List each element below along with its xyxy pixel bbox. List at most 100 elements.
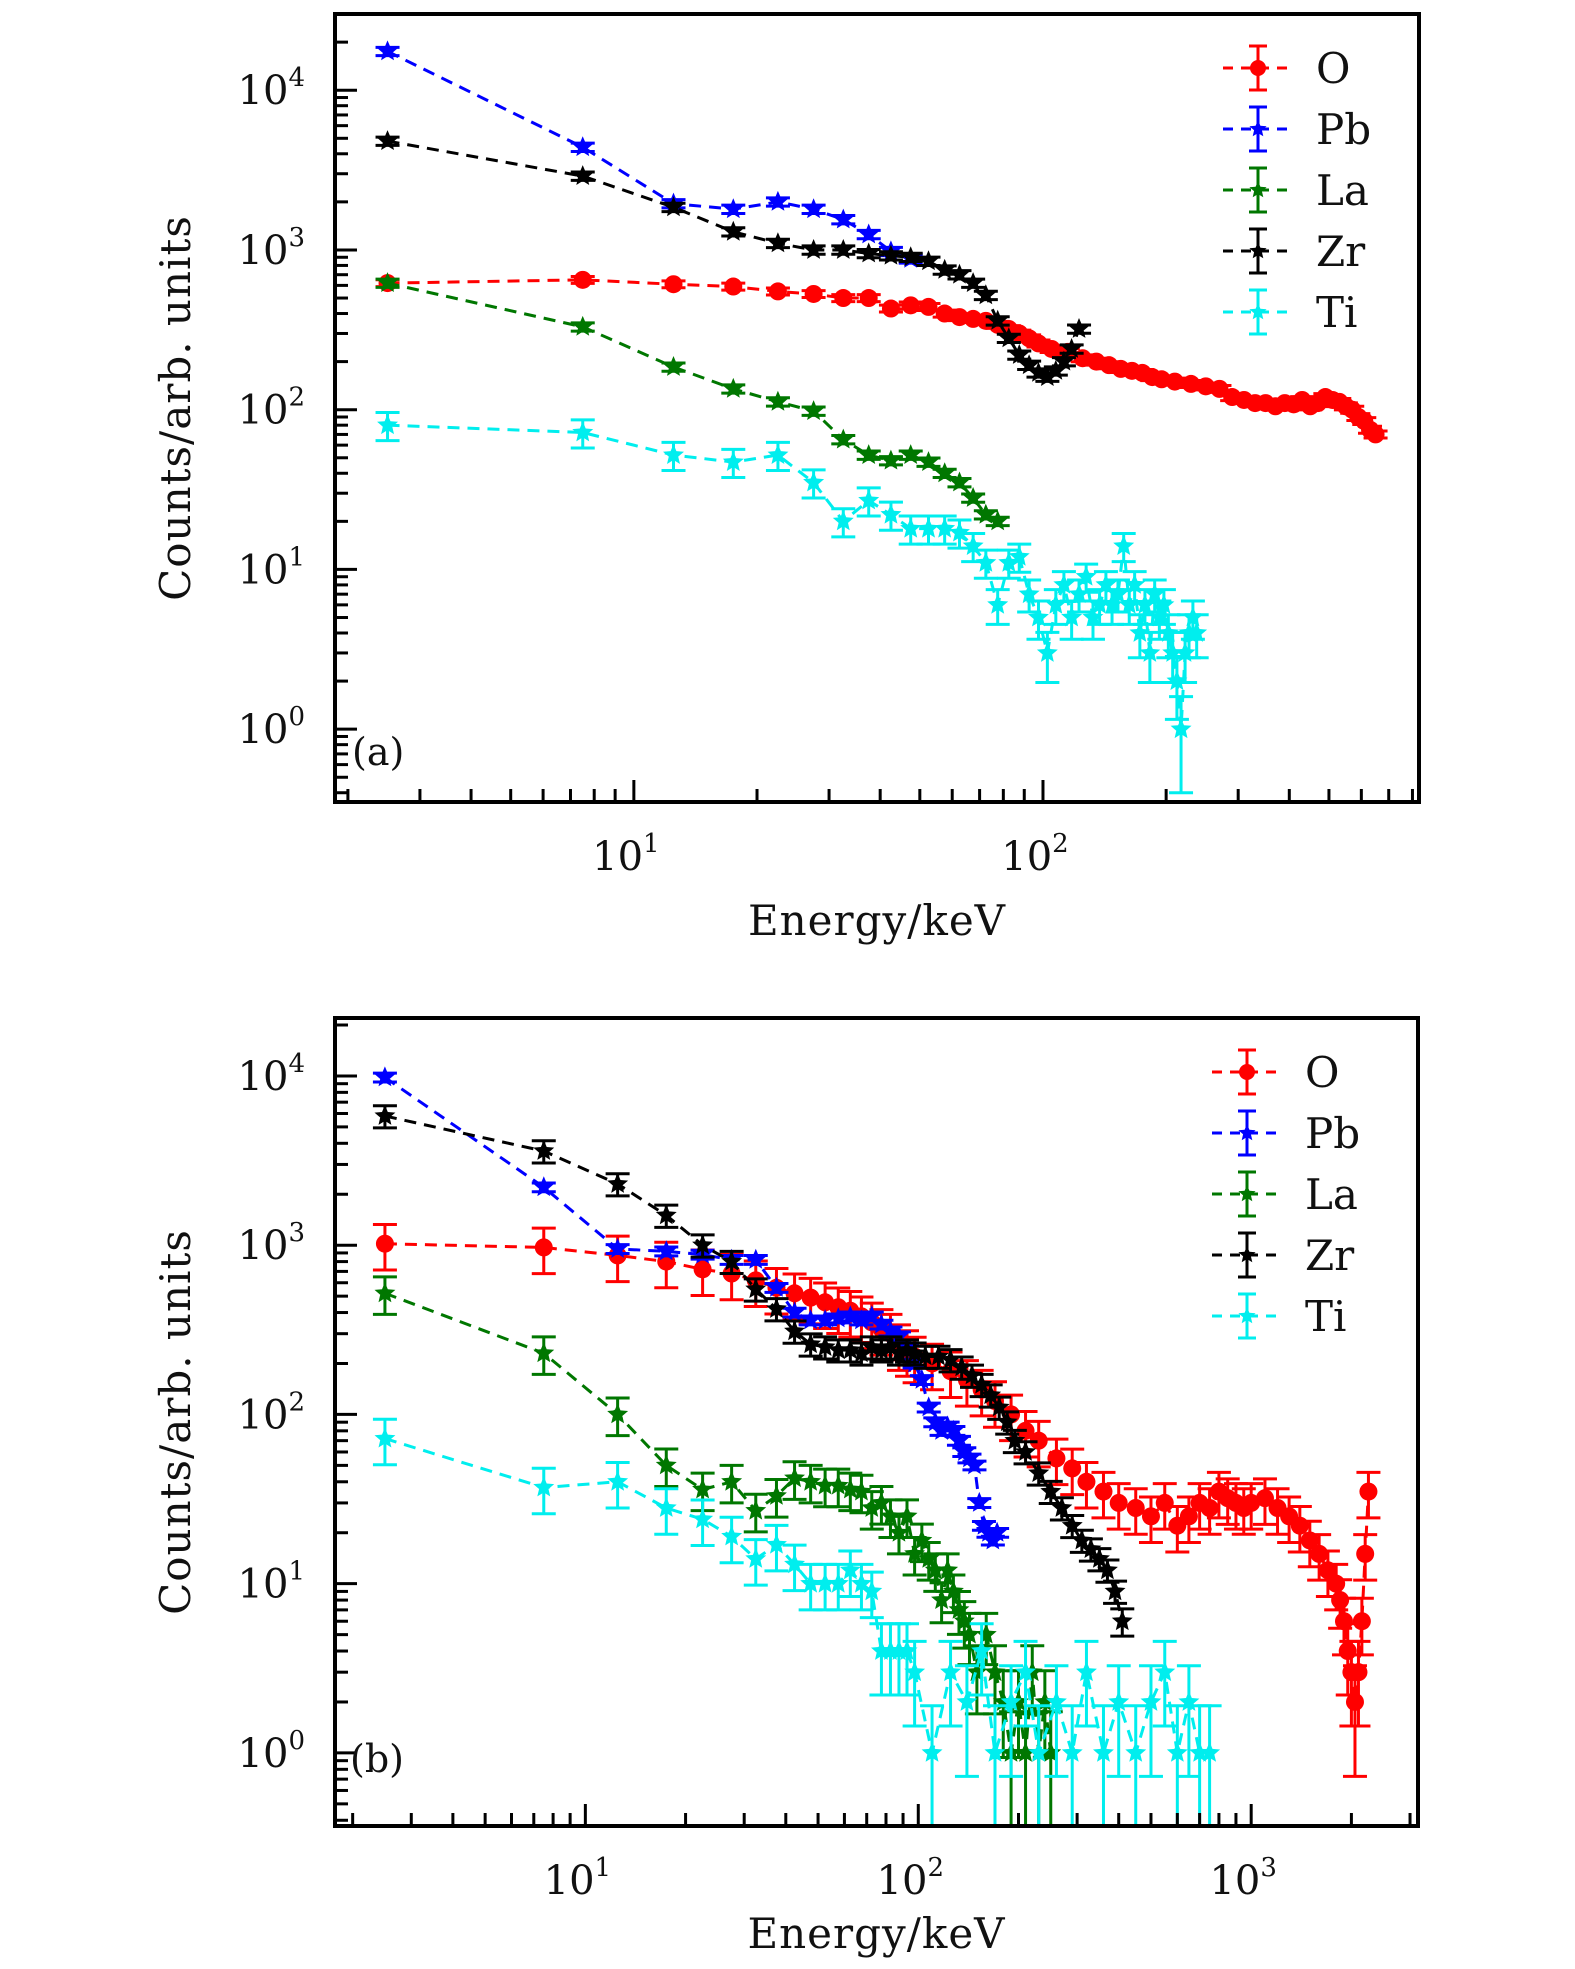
legend: O Pb La Zr Ti — [1223, 44, 1371, 337]
data-point-o — [1356, 1544, 1375, 1563]
data-point-zr — [1045, 359, 1067, 380]
error-bar — [1013, 1639, 1038, 1728]
data-point-zr — [1061, 1514, 1083, 1535]
y-tick-base: 10 — [238, 1562, 289, 1608]
legend-item-la: La — [1223, 166, 1369, 215]
data-point-zr — [934, 258, 956, 279]
legend-label: Pb — [1305, 1109, 1360, 1158]
data-point-pb — [986, 1521, 1008, 1542]
data-point-o — [1109, 1493, 1128, 1512]
data-point-ti — [800, 1572, 822, 1593]
data-point-la — [900, 444, 922, 464]
plot-area — [372, 1066, 1381, 1826]
data-point-pb — [377, 40, 398, 61]
data-point-zr — [880, 244, 902, 265]
data-point-o — [1047, 1449, 1066, 1468]
error-bar — [1197, 1704, 1222, 1826]
data-point-o — [1331, 1591, 1350, 1610]
data-point-ti — [1018, 583, 1040, 604]
series-o — [375, 270, 1388, 444]
y-tick-label: 102 — [238, 1387, 305, 1438]
y-tick-exp: 3 — [288, 1218, 305, 1248]
data-point-o — [1334, 1612, 1353, 1631]
series-line-ti — [384, 1437, 1210, 1758]
legend-marker-circle — [1250, 60, 1266, 76]
data-point-o — [1338, 1642, 1357, 1661]
data-point-zr — [767, 232, 789, 253]
data-point-ti — [971, 1640, 993, 1660]
legend-label: O — [1316, 44, 1350, 93]
series-zr — [372, 1104, 1135, 1638]
legend-marker-star — [1238, 1124, 1256, 1141]
data-point-ti — [900, 517, 922, 538]
error-bar — [1074, 1639, 1099, 1728]
data-point-o — [1345, 1692, 1364, 1711]
data-point-zr — [1008, 344, 1030, 364]
data-point-zr — [766, 1298, 787, 1318]
data-point-ti — [1118, 593, 1140, 614]
data-point-la — [871, 1491, 892, 1512]
data-point-la — [880, 449, 902, 470]
data-point-zr — [533, 1140, 555, 1160]
data-point-pb — [572, 136, 594, 157]
x-tick-base: 10 — [1209, 1858, 1260, 1904]
data-point-ti — [918, 517, 939, 538]
data-point-zr — [1111, 1610, 1133, 1631]
data-point-ti — [1144, 583, 1166, 604]
data-point-zr — [998, 327, 1020, 348]
data-point-zr — [987, 309, 1009, 330]
data-point-ti — [1000, 1691, 1022, 1711]
data-point-ti — [861, 1580, 883, 1601]
data-point-la — [924, 1559, 946, 1580]
y-tick-label: 103 — [238, 1218, 305, 1269]
data-point-o — [693, 1260, 712, 1279]
data-point-la — [767, 390, 789, 411]
data-point-ti — [940, 1661, 961, 1682]
data-point-ti — [934, 517, 956, 538]
y-tick-label: 100 — [238, 702, 305, 753]
error-bar — [1044, 1664, 1069, 1778]
legend-item-la: La — [1212, 1170, 1358, 1219]
data-point-zr — [975, 284, 997, 305]
data-point-zr — [800, 1333, 822, 1354]
data-point-o — [1179, 1507, 1198, 1526]
legend-marker-circle — [1239, 1064, 1255, 1080]
data-point-zr — [851, 1342, 872, 1363]
data-point-o — [1200, 1499, 1219, 1518]
data-point-zr — [655, 1204, 677, 1225]
y-tick-exp: 0 — [288, 702, 305, 732]
y-tick-base: 10 — [238, 707, 289, 753]
data-point-o — [1349, 1663, 1368, 1682]
data-point-ti — [1076, 1661, 1097, 1682]
panel-label: (b) — [350, 1737, 404, 1781]
data-point-zr — [962, 272, 984, 292]
plot-frame — [333, 1016, 1420, 1828]
data-point-pb — [745, 1248, 767, 1269]
y-tick-exp: 2 — [288, 383, 305, 413]
data-point-zr — [607, 1173, 629, 1193]
data-point-o — [1077, 1472, 1096, 1491]
data-point-pb — [858, 223, 880, 244]
data-point-ti — [814, 1572, 836, 1593]
error-bar — [1060, 1704, 1085, 1826]
data-point-ti — [663, 444, 684, 464]
error-bar — [1106, 1664, 1131, 1778]
data-point-o — [1366, 425, 1385, 444]
legend-marker-star — [1249, 181, 1267, 198]
data-point-o — [1242, 1493, 1261, 1512]
data-point-ti — [1061, 606, 1083, 627]
data-point-ti — [1139, 642, 1161, 662]
data-point-zr — [1015, 1441, 1036, 1461]
data-point-la — [374, 1282, 396, 1303]
data-point-ti — [1166, 1741, 1188, 1762]
error-bar — [1169, 695, 1194, 795]
data-point-zr — [827, 1339, 849, 1359]
data-point-ti — [921, 1741, 943, 1762]
data-point-o — [375, 1234, 394, 1253]
data-point-zr — [928, 1345, 949, 1366]
data-point-la — [904, 1542, 926, 1563]
data-point-ti — [1089, 593, 1110, 614]
plot-frame — [333, 12, 1421, 804]
